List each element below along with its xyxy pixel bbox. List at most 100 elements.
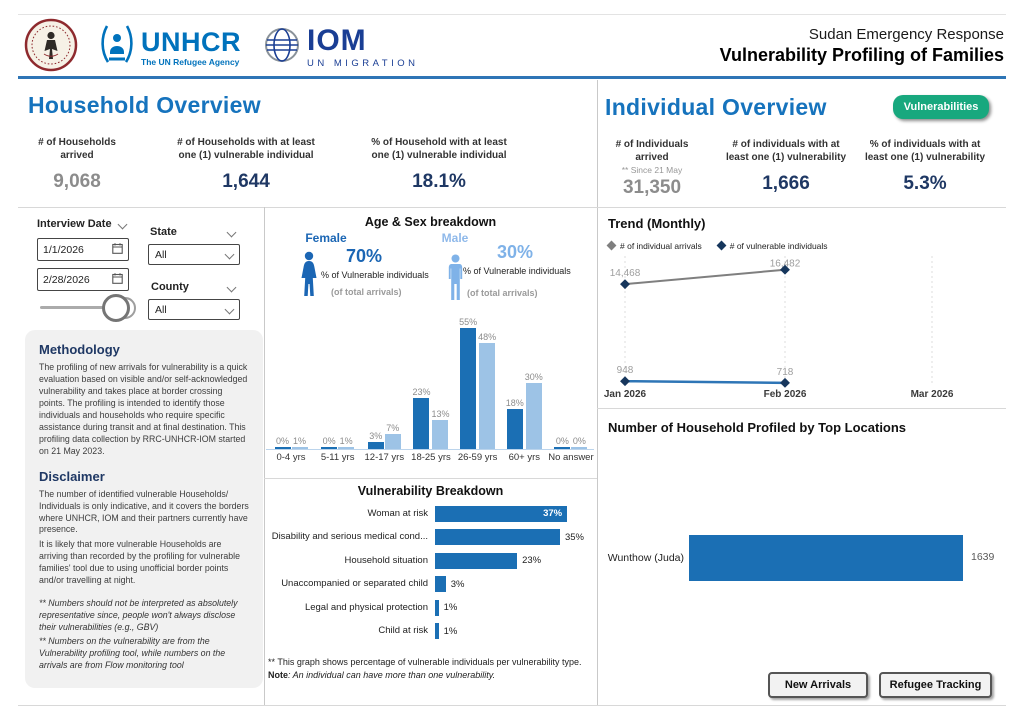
state-dropdown[interactable]: All	[148, 244, 240, 265]
kpi-label: % of individuals with at	[869, 139, 981, 150]
individual-overview-title: Individual Overview	[605, 94, 827, 120]
state-filter-label: State	[150, 226, 177, 238]
date-from-input[interactable]: 1/1/2026	[37, 238, 129, 261]
date-range-slider-track[interactable]	[40, 306, 112, 309]
age-bar-female[interactable]	[554, 447, 571, 449]
disclaimer-footnote: ** Numbers on the vulnerability are from…	[39, 636, 226, 671]
age-bar-value: 55%	[459, 317, 478, 327]
age-bar-male[interactable]	[479, 343, 496, 449]
vulnerability-bar[interactable]	[435, 529, 560, 546]
age-bar-value: 1%	[339, 435, 353, 446]
female-label: Female	[305, 231, 347, 245]
kpi-value: 18.1%	[412, 171, 466, 192]
age-category-label: 60+ yrs	[508, 452, 540, 463]
date-from-value: 1/1/2026	[43, 243, 84, 256]
footnote-line2: : An individual can have more than one v…	[288, 669, 496, 680]
kpi-note: ** Since 21 May	[621, 165, 683, 175]
vulnerability-label: Household situation	[344, 554, 428, 566]
age-category-label: 5-11 yrs	[320, 452, 355, 463]
kpi-households-arrived: # of Households arrived 9,068	[16, 136, 138, 193]
iom-tagline: UN MIGRATION	[307, 58, 419, 69]
age-bar-value: 3%	[369, 431, 383, 442]
kpi-label: arrived	[635, 152, 669, 163]
report-title: Vulnerability Profiling of Families	[719, 45, 1004, 65]
vulnerability-bar[interactable]	[435, 552, 518, 569]
age-bar-value: 1%	[292, 435, 306, 446]
vulnerability-breakdown-title: Vulnerability Breakdown	[357, 484, 504, 498]
kpi-divider	[18, 207, 1006, 208]
kpi-label: # of Households with at least	[177, 137, 315, 148]
age-sex-title: Age & Sex breakdown	[364, 215, 497, 229]
diamond-icon	[716, 240, 727, 251]
vulnerability-row: Child at risk 1%	[268, 620, 594, 644]
vulnerability-footnote: ** This graph shows percentage of vulner…	[268, 656, 596, 681]
footnote-line1: ** This graph shows percentage of vulner…	[268, 657, 582, 667]
age-bar-male[interactable]	[291, 446, 308, 449]
vulnerability-value: 37%	[543, 508, 563, 520]
female-pct: 70%	[346, 246, 383, 266]
kpi-label: # of Households	[38, 137, 116, 148]
disclaimer-footnote: ** Numbers should not be interpreted as …	[39, 598, 238, 633]
male-icon	[447, 254, 464, 307]
age-bar-female[interactable]	[367, 442, 384, 449]
age-bar-female[interactable]	[321, 447, 338, 449]
female-caption: % of Vulnerable individuals	[321, 270, 429, 280]
vulnerability-bar[interactable]	[435, 576, 446, 593]
location-bar[interactable]	[689, 535, 964, 581]
age-bar-value: 0%	[322, 436, 336, 446]
vulnerabilities-button[interactable]: Vulnerabilities	[893, 95, 989, 119]
refugee-tracking-button[interactable]: Refugee Tracking	[879, 672, 992, 698]
date-range-slider-handle[interactable]	[102, 294, 130, 322]
vulnerability-bar[interactable]	[435, 623, 439, 640]
chevron-down-icon[interactable]	[226, 227, 237, 238]
vulnerability-bar[interactable]	[435, 599, 439, 616]
male-label: Male	[441, 231, 469, 245]
header-rule	[18, 76, 1006, 79]
chevron-down-icon[interactable]	[226, 282, 237, 293]
age-bar-value: 0%	[555, 436, 569, 446]
methodology-body: The profiling of new arrivals for vulner…	[39, 362, 248, 456]
vulnerability-row: Household situation 23%	[268, 549, 594, 573]
diamond-icon	[780, 264, 790, 275]
age-bar-female[interactable]	[460, 328, 477, 449]
vulnerability-value: 23%	[522, 555, 542, 567]
date-to-value: 2/28/2026	[43, 273, 90, 286]
bottom-border	[18, 705, 1006, 706]
age-bar-male[interactable]	[384, 433, 401, 449]
top-locations-title: Number of Household Profiled by Top Loca…	[608, 420, 907, 435]
age-bar-male[interactable]	[338, 446, 355, 449]
age-bar-male[interactable]	[525, 383, 542, 449]
legend-item: # of vulnerable individuals	[716, 240, 828, 251]
trend-axis-label: Feb 2026	[764, 389, 807, 400]
trend-line-chart: 14,468 16,482 948 718 Jan 2026 Feb 2026 Mar 20…	[604, 256, 954, 400]
iom-logo: IOM UN MIGRATION	[263, 26, 419, 69]
age-bar-female[interactable]	[506, 409, 523, 449]
vulnerability-value: 3%	[450, 578, 465, 590]
county-dropdown-value: All	[155, 303, 167, 316]
age-bar-male[interactable]	[432, 420, 449, 449]
kpi-individuals-vulnerable-pct: % of individuals with at least one (1) vu…	[858, 138, 992, 195]
age-category-label: 18-25 yrs	[411, 452, 451, 463]
vulnerability-bar[interactable]: 37%	[435, 505, 568, 522]
charts-left-border	[264, 207, 265, 705]
trend-axis-label: Jan 2026	[604, 389, 647, 400]
kpi-label: % of Household with at least	[371, 137, 507, 148]
diamond-icon	[780, 377, 790, 388]
age-bar-female[interactable]	[274, 447, 291, 449]
kpi-label: one (1) vulnerable individual	[371, 150, 507, 161]
county-dropdown[interactable]: All	[148, 299, 240, 320]
age-category-label: 12-17 yrs	[364, 452, 405, 463]
trend-point-label: 718	[777, 367, 794, 378]
kpi-label: # of Individuals	[615, 139, 689, 150]
age-bar-female[interactable]	[413, 398, 430, 449]
age-bar-male[interactable]	[571, 447, 588, 449]
trend-point-label: 948	[617, 365, 634, 376]
diamond-icon	[620, 279, 630, 290]
chevron-down-icon[interactable]	[117, 219, 128, 230]
trend-legend: # of individual arrivals # of vulnerable…	[606, 240, 828, 251]
vulnerability-bar-chart: Woman at risk 37% Disability and serious m…	[268, 502, 594, 643]
county-filter-label: County	[151, 281, 189, 293]
new-arrivals-button[interactable]: New Arrivals	[768, 672, 868, 698]
rrc-seal-logo	[24, 18, 78, 77]
date-to-input[interactable]: 2/28/2026	[37, 268, 129, 291]
